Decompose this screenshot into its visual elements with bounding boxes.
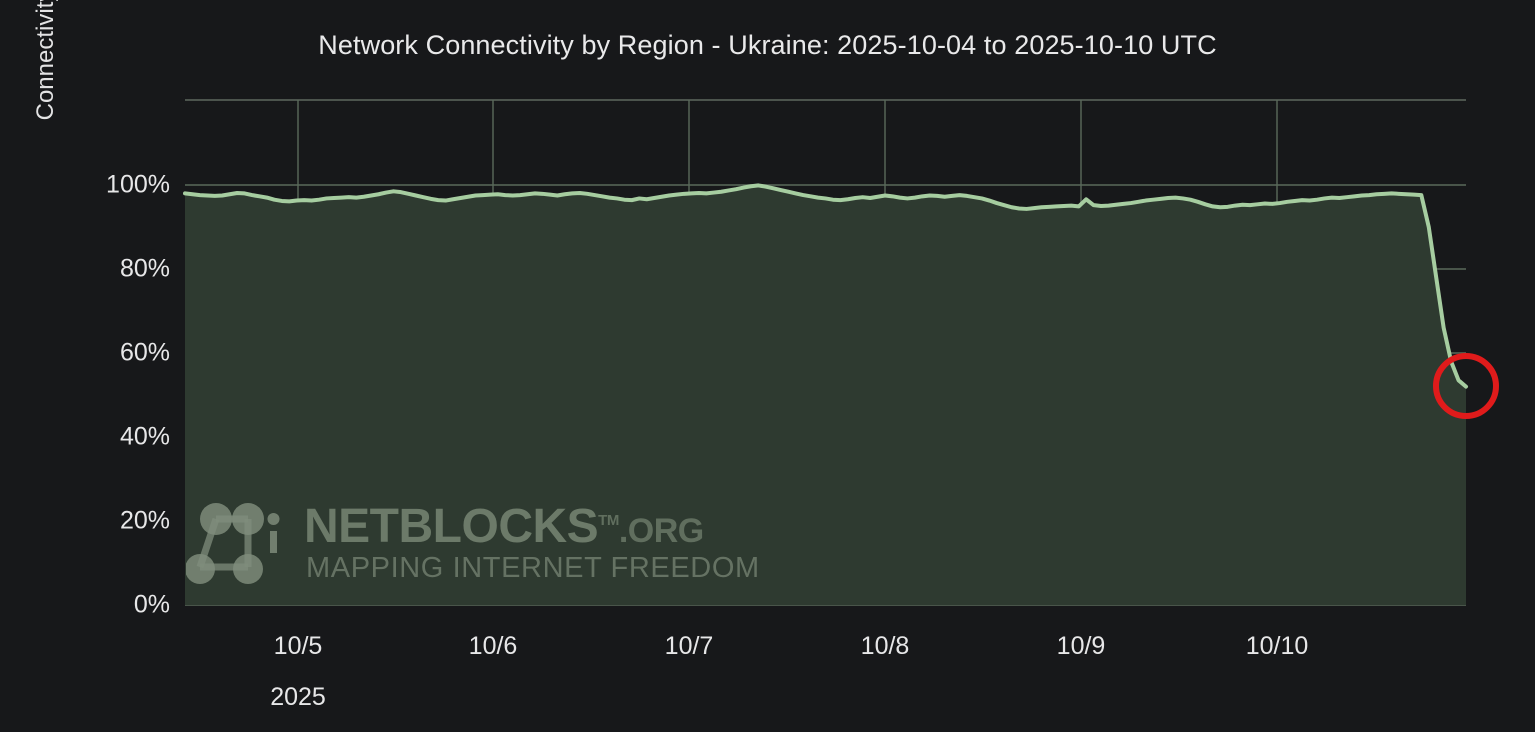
y-tick-label: 80% (119, 254, 170, 283)
x-tick-label: 10/7 (664, 632, 714, 660)
x-tick-label: 10/5 (273, 632, 323, 660)
x-tick-label: 10/6 (468, 632, 518, 660)
x-tick-label: 10/9 (1056, 632, 1106, 660)
y-axis-ticks: 0% 20% 40% 60% 80% 100% (58, 0, 170, 732)
y-tick-label: 40% (119, 422, 170, 451)
y-tick-label: 20% (119, 506, 170, 535)
chart-title: Network Connectivity by Region - Ukraine… (318, 30, 1217, 60)
y-tick-label: 100% (106, 170, 170, 199)
x-tick-label: 10/10 (1245, 632, 1309, 660)
outage-annotation-circle (1433, 353, 1499, 419)
area-fill (185, 185, 1466, 606)
y-tick-label: 0% (133, 590, 170, 619)
y-tick-label: 60% (119, 338, 170, 367)
x-axis-year-label: 2025 (270, 683, 326, 711)
connectivity-line (183, 183, 1468, 389)
x-tick-label: 10/8 (860, 632, 910, 660)
